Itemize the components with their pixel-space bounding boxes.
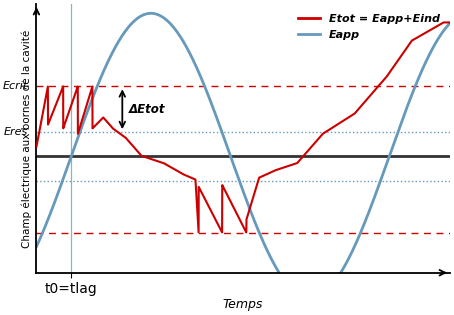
Y-axis label: Champ électrique aux bornes de la cavité: Champ électrique aux bornes de la cavité [22,29,32,248]
X-axis label: Temps: Temps [223,298,263,311]
Text: ΔEtot: ΔEtot [128,103,165,116]
Legend: Etot = Eapp+Eind, Eapp: Etot = Eapp+Eind, Eapp [293,10,444,44]
Text: Ecrit: Ecrit [3,81,28,91]
Text: Eres: Eres [4,127,28,137]
